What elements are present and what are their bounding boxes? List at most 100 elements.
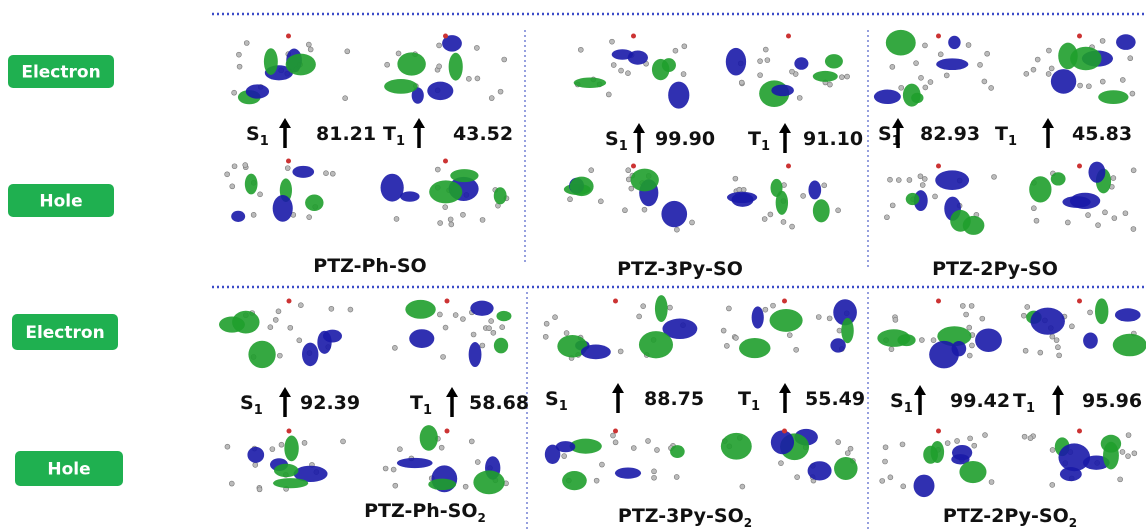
- atom: [967, 353, 972, 358]
- orbital-lobe: [1070, 193, 1100, 209]
- orbital-lobe: [628, 51, 648, 65]
- atom: [982, 79, 987, 84]
- atom: [837, 328, 842, 333]
- atom: [1120, 449, 1125, 454]
- orbital-lobe: [1113, 334, 1146, 357]
- orbital-lobe: [615, 467, 641, 478]
- orbital-lobe: [727, 192, 757, 203]
- orbital-image: [384, 34, 507, 104]
- orbital-lobe: [959, 461, 986, 483]
- atom: [992, 174, 997, 179]
- orbital-image: [543, 295, 697, 360]
- atom: [286, 34, 291, 39]
- orbital-lobe: [1083, 333, 1098, 349]
- atom: [758, 73, 763, 78]
- atom: [816, 314, 821, 319]
- atom: [918, 75, 923, 80]
- atom: [1078, 83, 1083, 88]
- atom: [437, 43, 442, 48]
- atom: [966, 43, 971, 48]
- atom: [345, 49, 350, 54]
- state-symbol: T: [995, 123, 1008, 145]
- orbital-lobe: [1116, 34, 1136, 50]
- label-text: Electron: [21, 63, 100, 83]
- atom: [629, 186, 634, 191]
- atom: [980, 316, 985, 321]
- atom: [781, 219, 786, 224]
- atom: [229, 481, 234, 486]
- atom: [845, 74, 850, 79]
- state-subscript: 1: [761, 139, 770, 154]
- orbital-lobe: [302, 343, 318, 367]
- atom: [1050, 482, 1055, 487]
- atom: [453, 313, 458, 318]
- orbital-lobe: [273, 478, 308, 488]
- atom: [1028, 436, 1033, 441]
- atom: [225, 444, 230, 449]
- atom: [613, 440, 618, 445]
- atom: [1069, 324, 1074, 329]
- atom: [836, 208, 841, 213]
- state-symbol: S: [878, 123, 892, 145]
- atom: [491, 330, 496, 335]
- atom: [302, 440, 307, 445]
- atom: [1126, 433, 1131, 438]
- state-label: T1: [748, 128, 770, 154]
- atom: [972, 443, 977, 448]
- atom: [899, 85, 904, 90]
- atom: [944, 73, 949, 78]
- orbital-image: [1022, 429, 1137, 488]
- atom: [967, 325, 972, 330]
- atom: [298, 303, 303, 308]
- atom: [845, 451, 850, 456]
- orbital-lobe: [273, 195, 293, 222]
- atom: [460, 316, 465, 321]
- atom: [631, 446, 636, 451]
- atom: [562, 454, 567, 459]
- orbital-lobe: [384, 79, 418, 94]
- atom: [985, 51, 990, 56]
- atom: [383, 466, 388, 471]
- atom: [1025, 304, 1030, 309]
- state-symbol: S: [246, 123, 260, 145]
- orbital-image: [232, 34, 350, 105]
- orbital-lobe: [830, 338, 845, 352]
- atom: [1046, 48, 1051, 53]
- orbital-lobe: [305, 195, 323, 211]
- orbital-lobe: [286, 54, 316, 76]
- atom: [443, 34, 448, 39]
- orbital-lobe: [400, 191, 420, 201]
- atom: [928, 80, 933, 85]
- state-symbol: T: [738, 388, 751, 410]
- atom: [329, 306, 334, 311]
- atom: [1112, 216, 1117, 221]
- atom: [1086, 84, 1091, 89]
- orbital-lobe: [752, 306, 764, 328]
- atom: [642, 207, 647, 212]
- percentage: 88.75: [644, 388, 704, 410]
- atom: [1126, 454, 1131, 459]
- atom: [726, 306, 731, 311]
- atom: [435, 167, 440, 172]
- atom: [598, 199, 603, 204]
- atom: [475, 460, 480, 465]
- atom: [763, 47, 768, 52]
- molecule-name-subscript: 2: [744, 516, 752, 530]
- percentage: 81.21: [316, 123, 376, 145]
- atom: [883, 445, 888, 450]
- molecule-name-text: PTZ-2Py-SO: [932, 258, 1058, 280]
- state-symbol: S: [890, 390, 904, 412]
- orbital-image: [381, 159, 509, 227]
- atom: [740, 484, 745, 489]
- orbital-lobe: [405, 300, 435, 319]
- atom: [827, 82, 832, 87]
- state-symbol: T: [748, 128, 761, 150]
- molecule-name: PTZ-Ph-SO: [313, 255, 426, 277]
- state-label: T1: [738, 388, 760, 414]
- atom: [1130, 91, 1135, 96]
- atom: [392, 345, 397, 350]
- arrow-head: [446, 387, 458, 397]
- molecule-name: PTZ-2Py-SO: [932, 258, 1058, 280]
- atom: [330, 171, 335, 176]
- atom: [673, 48, 678, 53]
